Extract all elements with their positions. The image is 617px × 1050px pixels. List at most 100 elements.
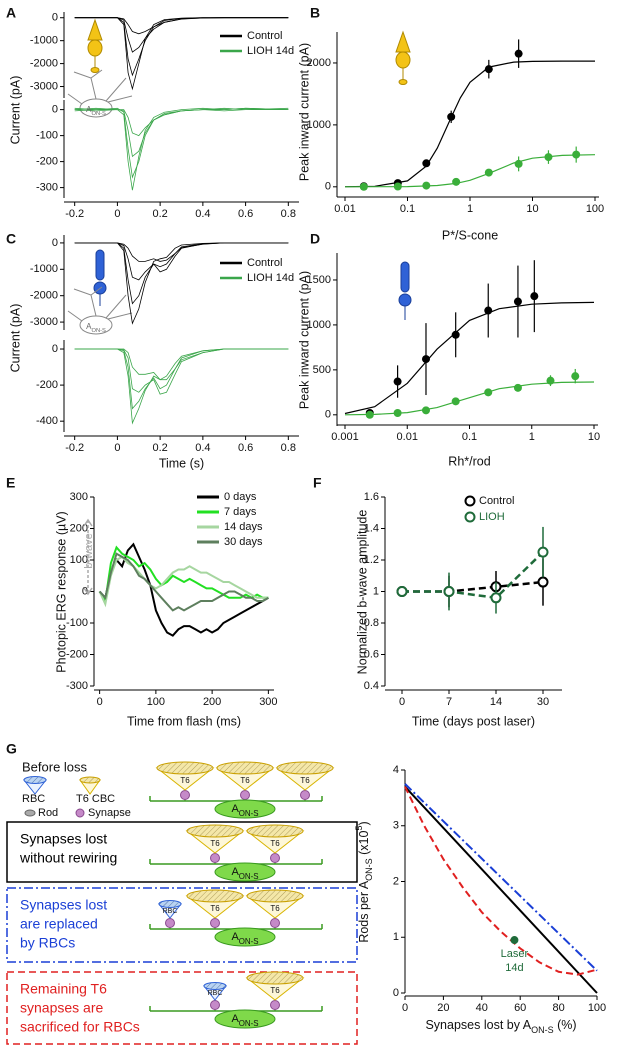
- y-axis-label: Normalized b-wave amplitude: [355, 510, 369, 675]
- legend-label: T6 CBC: [76, 793, 115, 805]
- a-on-s-cell: [214, 1009, 276, 1029]
- legend-marker: [464, 511, 476, 523]
- x-axis-label: Time from flash (ms): [127, 714, 241, 728]
- y-tick-label: 4: [393, 764, 399, 776]
- fit-curve: [344, 154, 596, 188]
- inset-label-part: ON-S: [91, 328, 106, 334]
- data-point: [393, 409, 402, 418]
- x-tick-label: 0.2: [152, 208, 167, 220]
- legend-label: Control: [247, 30, 282, 42]
- legend-label: Control: [479, 495, 514, 507]
- y-tick-label: -300: [36, 182, 58, 194]
- x-tick-label: 40: [476, 1002, 488, 1014]
- t6-label: T6: [270, 986, 280, 995]
- scenario-box: [6, 887, 358, 963]
- x-tick-label: 0.4: [195, 208, 210, 220]
- x-tick-label: 0.8: [281, 442, 296, 454]
- x-axis-label-part: (%): [554, 1018, 577, 1032]
- rbc-dendrites: [23, 776, 47, 784]
- t6-dendrites: [276, 761, 334, 775]
- x-tick-label: 0: [402, 1002, 408, 1014]
- legend-marker: [464, 495, 476, 507]
- t6-dendrites: [246, 889, 304, 903]
- a-on-s-cell: [214, 799, 276, 819]
- marker-point: [510, 936, 519, 945]
- t6-label: T6: [270, 839, 280, 848]
- y-tick-label: 0: [52, 104, 58, 116]
- y-tick-label: -300: [66, 680, 88, 692]
- x-tick-label: 7: [446, 696, 452, 708]
- y-tick-label: 1: [373, 585, 379, 597]
- cell-label-part: A: [231, 866, 239, 878]
- y-tick-label: -100: [66, 617, 88, 629]
- data-point: [572, 150, 581, 159]
- t6-label: T6: [180, 776, 190, 785]
- data-point: [396, 586, 408, 597]
- x-axis-label: Time (s): [159, 456, 204, 470]
- x-tick-label: 300: [259, 696, 277, 708]
- x-tick-label: 0: [114, 208, 120, 220]
- data-point: [514, 159, 523, 168]
- y-axis-label-part: Rods per A: [357, 880, 371, 943]
- panel-letter: A: [6, 5, 16, 21]
- y-tick-label: 0: [52, 237, 58, 249]
- y-tick-label: 0: [325, 409, 331, 421]
- y-tick-label: 0.8: [364, 617, 379, 629]
- synapse: [270, 1000, 280, 1010]
- data-point: [490, 592, 502, 604]
- y-tick-label: 500: [313, 364, 331, 376]
- legend-label: Rod: [38, 807, 58, 819]
- cell-label: AON-S: [231, 803, 258, 818]
- scenario-box: [6, 821, 358, 883]
- trace: [74, 107, 289, 179]
- y-tick-label: -200: [36, 379, 58, 391]
- y-tick-label: -100: [36, 130, 58, 142]
- x-tick-label: 100: [147, 696, 165, 708]
- y-axis-label: Current (pA): [8, 304, 22, 373]
- cell-label: AON-S: [231, 1013, 258, 1028]
- trace: [74, 107, 289, 191]
- cone-icon: [87, 18, 103, 73]
- panel-letter: C: [6, 231, 16, 247]
- y-axis-label: Photopic ERG response (µV): [54, 511, 68, 672]
- y-tick-label: 2000: [307, 57, 331, 69]
- data-point: [484, 65, 493, 74]
- x-tick-label: 10: [526, 203, 538, 215]
- x-axis-label: Time (days post laser): [412, 714, 535, 728]
- scenario-box: [6, 971, 358, 1045]
- y-tick-label: 100: [70, 554, 88, 566]
- y-tick-label: 0: [82, 585, 88, 597]
- line: [402, 580, 544, 593]
- data-point: [422, 159, 431, 168]
- x-tick-label: 0.2: [152, 442, 167, 454]
- data-point: [571, 372, 580, 381]
- arrow-head: [83, 518, 93, 596]
- line: [98, 545, 269, 604]
- inset-label: AON-S: [86, 105, 106, 116]
- t6-dendrites: [186, 824, 244, 838]
- y-tick-label: 1500: [307, 274, 331, 286]
- t6-label: T6: [270, 904, 280, 913]
- x-tick-label: 0.6: [238, 442, 253, 454]
- y-tick-label: -2000: [30, 58, 58, 70]
- data-point: [422, 181, 431, 190]
- legend-label: Synapse: [88, 807, 131, 819]
- cell-label: AON-S: [231, 931, 258, 946]
- inset-label-part: A: [86, 322, 92, 331]
- y-tick-label: 1: [393, 931, 399, 943]
- x-tick-label: 0.6: [238, 208, 253, 220]
- x-tick-label: 0.001: [331, 431, 359, 443]
- rbc-label: RBC: [208, 990, 223, 997]
- cell-label-part: ON-S: [239, 809, 259, 818]
- line: [98, 542, 269, 637]
- data-point: [451, 397, 460, 406]
- y-tick-label: -1000: [30, 263, 58, 275]
- y-tick-label: -200: [36, 156, 58, 168]
- y-tick-label: 3: [393, 820, 399, 832]
- trace: [74, 348, 289, 395]
- data-point: [484, 306, 493, 315]
- y-axis-label-part: ON-S: [364, 858, 374, 881]
- x-tick-label: 0.4: [195, 442, 210, 454]
- t6-dendrites: [216, 761, 274, 775]
